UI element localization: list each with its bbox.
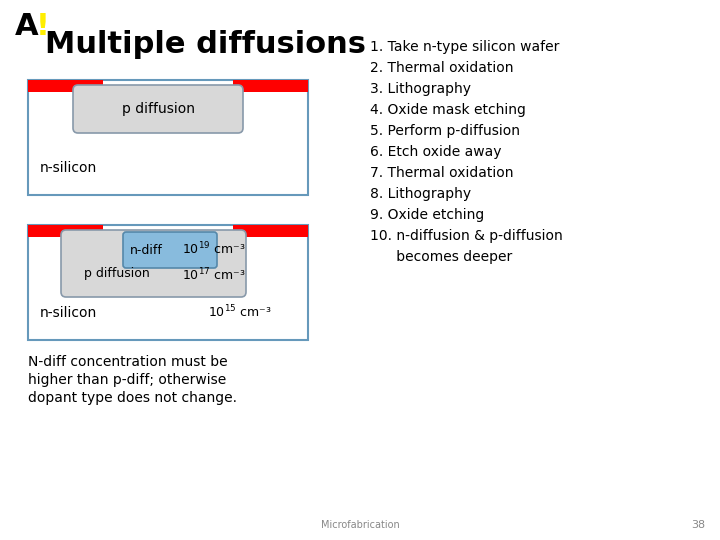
Bar: [28, 225, 103, 237]
Text: $10^{19}$ cm⁻³: $10^{19}$ cm⁻³: [182, 241, 246, 257]
Bar: [233, 80, 308, 92]
Text: higher than p-diff; otherwise: higher than p-diff; otherwise: [28, 373, 226, 387]
Text: becomes deeper: becomes deeper: [370, 250, 512, 264]
Bar: [28, 225, 308, 340]
Text: 3. Lithography: 3. Lithography: [370, 82, 471, 96]
Bar: [233, 225, 308, 237]
Text: 5. Perform p-diffusion: 5. Perform p-diffusion: [370, 124, 520, 138]
Text: 8. Lithography: 8. Lithography: [370, 187, 471, 201]
Text: 9. Oxide etching: 9. Oxide etching: [370, 208, 485, 222]
Text: 38: 38: [691, 520, 705, 530]
Bar: [28, 80, 103, 92]
Text: $10^{15}$ cm⁻³: $10^{15}$ cm⁻³: [208, 303, 271, 320]
Text: 7. Thermal oxidation: 7. Thermal oxidation: [370, 166, 513, 180]
Text: 1. Take n-type silicon wafer: 1. Take n-type silicon wafer: [370, 40, 559, 54]
Text: 4. Oxide mask etching: 4. Oxide mask etching: [370, 103, 526, 117]
Text: 2. Thermal oxidation: 2. Thermal oxidation: [370, 61, 513, 75]
Text: Multiple diffusions: Multiple diffusions: [45, 30, 366, 59]
Text: n-silicon: n-silicon: [40, 306, 97, 320]
Bar: [28, 80, 308, 195]
Text: $10^{17}$ cm⁻³: $10^{17}$ cm⁻³: [182, 267, 246, 284]
Text: 10. n-diffusion & p-diffusion: 10. n-diffusion & p-diffusion: [370, 229, 563, 243]
FancyBboxPatch shape: [61, 230, 246, 297]
Text: Microfabrication: Microfabrication: [320, 520, 400, 530]
Text: p diffusion: p diffusion: [122, 102, 194, 116]
Text: n-silicon: n-silicon: [40, 161, 97, 175]
Text: N-diff concentration must be: N-diff concentration must be: [28, 355, 228, 369]
Text: n-diff: n-diff: [130, 244, 163, 256]
Text: A: A: [15, 12, 39, 41]
Text: p diffusion: p diffusion: [84, 267, 150, 280]
Text: 6. Etch oxide away: 6. Etch oxide away: [370, 145, 502, 159]
Text: dopant type does not change.: dopant type does not change.: [28, 391, 237, 405]
FancyBboxPatch shape: [73, 85, 243, 133]
Text: !: !: [36, 12, 50, 41]
FancyBboxPatch shape: [123, 232, 217, 268]
